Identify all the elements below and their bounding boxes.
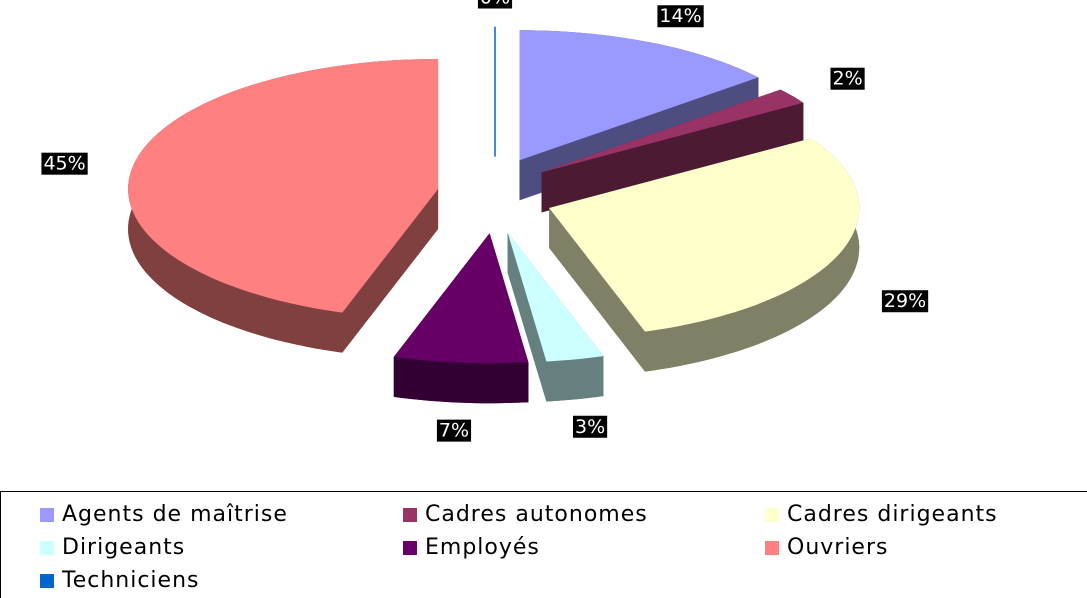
- slice-wall: [393, 356, 529, 404]
- legend-swatch: [403, 541, 417, 555]
- data-label: 29%: [884, 290, 926, 312]
- data-label-bg: [41, 152, 88, 175]
- data-label: 0%: [480, 0, 510, 9]
- data-label-bg: [881, 290, 929, 313]
- legend-label: Ouvriers: [787, 535, 888, 560]
- data-label-bg: [477, 0, 513, 9]
- data-label-bg: [657, 5, 704, 28]
- data-label: 7%: [439, 420, 469, 442]
- legend-swatch: [40, 541, 54, 555]
- legend-label: Employés: [425, 535, 540, 560]
- slice-top: [128, 59, 439, 313]
- legend-swatch: [40, 508, 54, 522]
- slice-top: [541, 89, 804, 173]
- legend-swatch: [765, 541, 779, 555]
- legend-label: Cadres dirigeants: [787, 502, 998, 527]
- data-label-bg: [436, 419, 472, 442]
- legend-label: Dirigeants: [62, 535, 185, 560]
- slice-radial: [549, 208, 645, 372]
- slice-top: [507, 232, 604, 362]
- data-label: 14%: [659, 5, 701, 27]
- legend-swatch: [403, 508, 417, 522]
- slice-radial: [342, 189, 439, 353]
- slice-top: [549, 138, 860, 332]
- legend-label: Cadres autonomes: [425, 502, 648, 527]
- legend-swatch: [765, 508, 779, 522]
- data-label-bg: [830, 67, 865, 90]
- data-label: 2%: [832, 68, 862, 90]
- legend-label: Techniciens: [61, 568, 199, 593]
- data-label: 3%: [575, 416, 605, 438]
- slice-top: [519, 30, 759, 161]
- legend: Agents de maîtrise Cadres autonomes Cadres…: [40, 502, 998, 593]
- data-label: 45%: [43, 153, 85, 175]
- slice-radial: [507, 232, 547, 402]
- pie: 14% 2% 29% 3% 7% 45% 0%: [41, 0, 929, 442]
- legend-swatch: [40, 574, 54, 588]
- data-label-bg: [572, 415, 608, 438]
- legend-label: Agents de maîtrise: [62, 502, 288, 527]
- slice-radial: [541, 102, 804, 213]
- slice-top: [393, 233, 529, 364]
- legend-box: [0, 491, 1087, 598]
- slice-wall: [645, 138, 860, 372]
